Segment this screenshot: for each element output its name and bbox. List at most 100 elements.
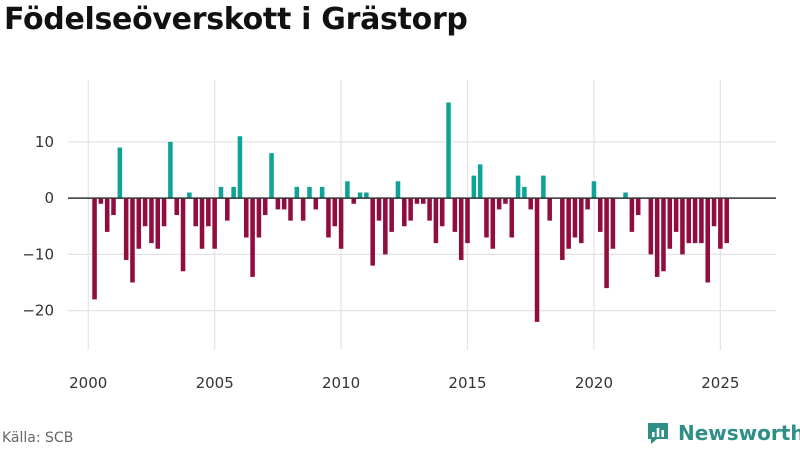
bar-negative <box>338 198 344 249</box>
x-tick-label: 2015 <box>448 374 486 392</box>
bar-positive <box>515 175 521 199</box>
bar-negative <box>629 198 635 232</box>
bar-negative <box>275 198 281 210</box>
bar-positive <box>357 192 363 199</box>
x-axis-ticks: 2000 2005 2010 2015 2020 2025 <box>69 374 739 392</box>
bar-negative <box>528 198 533 210</box>
bar-positive <box>471 175 477 199</box>
bar-negative <box>433 198 439 244</box>
bar-negative <box>496 198 502 210</box>
y-tick-label: −20 <box>22 302 54 320</box>
x-tick-label: 2025 <box>701 374 739 392</box>
bars <box>92 102 729 322</box>
bar-positive <box>319 186 325 199</box>
brand-name: Newsworthy <box>678 421 800 445</box>
y-tick-label: −10 <box>22 245 54 263</box>
x-tick-label: 2000 <box>69 374 107 392</box>
bar-negative <box>383 198 388 255</box>
bar-negative <box>376 198 382 221</box>
bar-negative <box>92 198 97 300</box>
bar-negative <box>142 198 148 227</box>
bar-negative <box>705 198 710 283</box>
bar-positive <box>307 186 312 199</box>
bar-negative <box>155 198 161 249</box>
bar-negative <box>490 198 496 249</box>
bar-negative <box>130 198 135 283</box>
source-note: Källa: SCB <box>2 430 74 446</box>
bar-negative <box>503 198 508 204</box>
bar-positive <box>446 102 451 199</box>
bar-negative <box>465 198 470 244</box>
bar-negative <box>439 198 445 227</box>
bar-negative <box>408 198 413 221</box>
gridlines <box>68 80 776 350</box>
bar-positive <box>522 186 527 199</box>
bar-negative <box>661 198 666 272</box>
bar-negative <box>136 198 142 249</box>
bar-positive <box>294 186 300 199</box>
bar-positive <box>364 192 369 199</box>
bar-positive <box>237 136 243 199</box>
y-axis-ticks: −20 −10 0 10 <box>22 133 54 320</box>
bar-negative <box>509 198 515 238</box>
brand-logo: Newsworthy <box>645 420 800 446</box>
y-tick-label: 10 <box>35 133 54 151</box>
bar-positive <box>218 186 224 199</box>
bar-negative <box>718 198 723 249</box>
bar-positive <box>231 186 236 199</box>
bar-positive <box>345 181 350 199</box>
bar-negative <box>579 198 584 244</box>
bar-negative <box>711 198 717 227</box>
bar-positive <box>395 181 401 199</box>
bar-negative <box>635 198 641 216</box>
bar-negative <box>610 198 616 249</box>
bar-negative <box>123 198 129 261</box>
bar-negative <box>547 198 552 221</box>
bar-negative <box>534 198 540 322</box>
bar-negative <box>648 198 654 255</box>
bar-negative <box>572 198 578 238</box>
bar-negative <box>604 198 609 289</box>
bar-negative <box>458 198 464 261</box>
bar-positive <box>269 153 274 199</box>
bar-negative <box>351 198 356 204</box>
bar-negative <box>427 198 432 221</box>
bar-negative <box>250 198 255 277</box>
bar-negative <box>699 198 704 244</box>
bar-negative <box>256 198 262 238</box>
bar-negative <box>225 198 230 221</box>
bar-negative <box>180 198 186 272</box>
bar-negative <box>300 198 306 221</box>
bar-negative <box>692 198 698 244</box>
bar-negative <box>332 198 338 227</box>
bar-positive <box>117 147 123 199</box>
bar-positive <box>541 175 546 199</box>
bar-negative <box>212 198 217 249</box>
bar-negative <box>174 198 179 216</box>
bar-negative <box>680 198 685 255</box>
bar-positive <box>168 141 173 199</box>
bar-negative <box>288 198 293 221</box>
bar-negative <box>597 198 603 232</box>
bar-negative <box>193 198 198 227</box>
bar-negative <box>654 198 660 277</box>
bar-positive <box>591 181 597 199</box>
x-tick-label: 2020 <box>575 374 613 392</box>
x-tick-label: 2005 <box>196 374 234 392</box>
bar-negative <box>111 198 116 216</box>
bar-negative <box>243 198 249 238</box>
bar-negative <box>402 198 407 227</box>
bar-negative <box>452 198 458 232</box>
bar-negative <box>370 198 375 266</box>
bar-negative <box>149 198 154 244</box>
bar-negative <box>206 198 211 227</box>
bar-negative <box>161 198 167 227</box>
bar-negative <box>585 198 590 210</box>
bar-negative <box>420 198 426 204</box>
chart-title: Födelseöverskott i Grästorp <box>4 2 468 37</box>
bar-negative <box>313 198 319 210</box>
bar-negative <box>560 198 565 261</box>
bar-negative <box>724 198 729 244</box>
bar-negative <box>667 198 673 249</box>
